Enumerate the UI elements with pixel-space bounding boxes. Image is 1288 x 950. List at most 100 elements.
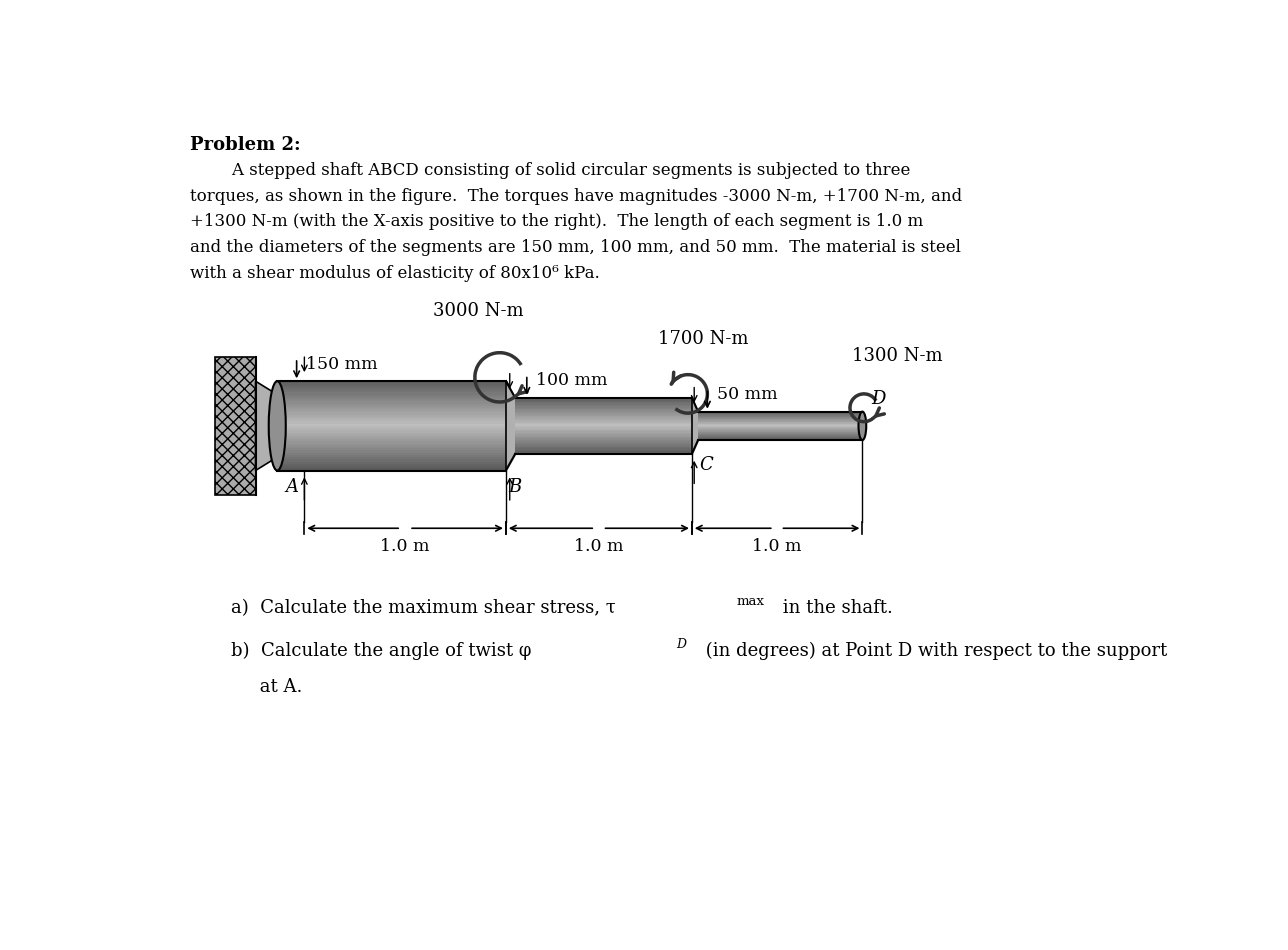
Bar <box>277 439 506 442</box>
Bar <box>515 436 692 437</box>
Bar <box>515 431 692 433</box>
Text: +1300 N-m (with the X-axis positive to the right).  The length of each segment i: +1300 N-m (with the X-axis positive to t… <box>191 214 923 230</box>
Bar <box>515 433 692 434</box>
Bar <box>515 426 692 428</box>
Ellipse shape <box>859 411 867 440</box>
Bar <box>515 437 692 439</box>
Bar <box>277 422 506 424</box>
Text: with a shear modulus of elasticity of 80x10⁶ kPa.: with a shear modulus of elasticity of 80… <box>191 265 600 282</box>
Bar <box>277 464 506 466</box>
Bar <box>277 392 506 394</box>
Bar <box>277 394 506 397</box>
Bar <box>277 437 506 439</box>
Bar <box>277 412 506 415</box>
Bar <box>277 390 506 392</box>
Bar <box>515 404 692 405</box>
Bar <box>515 443 692 444</box>
Ellipse shape <box>269 381 286 470</box>
Text: 150 mm: 150 mm <box>307 355 377 372</box>
Bar <box>277 444 506 446</box>
Bar <box>277 448 506 450</box>
Bar <box>515 407 692 408</box>
Bar <box>515 434 692 436</box>
Text: D: D <box>676 637 687 651</box>
Text: max: max <box>735 596 764 608</box>
Bar <box>515 410 692 411</box>
Bar <box>515 405 692 407</box>
Bar <box>515 439 692 440</box>
Text: b)  Calculate the angle of twist φ: b) Calculate the angle of twist φ <box>231 641 531 659</box>
Bar <box>515 401 692 402</box>
Bar <box>277 442 506 444</box>
Bar <box>515 430 692 431</box>
Bar <box>515 449 692 451</box>
Bar <box>515 423 692 425</box>
Bar <box>277 460 506 462</box>
Text: 1300 N-m: 1300 N-m <box>851 347 943 365</box>
Bar <box>277 428 506 430</box>
Bar <box>515 425 692 426</box>
Text: 50 mm: 50 mm <box>716 386 777 403</box>
Bar <box>515 417 692 419</box>
Bar <box>277 388 506 390</box>
Text: B: B <box>509 478 522 496</box>
Bar <box>515 408 692 409</box>
Text: at A.: at A. <box>231 678 303 696</box>
Bar <box>515 448 692 449</box>
Bar <box>515 452 692 454</box>
Text: 1.0 m: 1.0 m <box>380 539 430 555</box>
Bar <box>277 419 506 422</box>
Bar <box>277 397 506 399</box>
Text: A stepped shaft ABCD consisting of solid circular segments is subjected to three: A stepped shaft ABCD consisting of solid… <box>191 162 911 179</box>
Bar <box>515 419 692 420</box>
Text: 1.0 m: 1.0 m <box>574 539 623 555</box>
Bar <box>515 414 692 416</box>
Text: 3000 N-m: 3000 N-m <box>434 302 524 320</box>
Bar <box>277 466 506 468</box>
Bar <box>515 416 692 417</box>
Bar <box>515 442 692 443</box>
Text: 1700 N-m: 1700 N-m <box>658 330 748 348</box>
Bar <box>515 444 692 446</box>
Text: (in degrees) at Point D with respect to the support: (in degrees) at Point D with respect to … <box>699 641 1167 659</box>
Bar <box>277 408 506 410</box>
Bar <box>277 452 506 455</box>
Bar <box>515 413 692 414</box>
Text: torques, as shown in the figure.  The torques have magnitudes -3000 N-m, +1700 N: torques, as shown in the figure. The tor… <box>191 187 962 204</box>
Bar <box>515 422 692 423</box>
Text: A: A <box>285 478 299 496</box>
Bar <box>277 401 506 404</box>
Bar <box>277 432 506 435</box>
Text: in the shaft.: in the shaft. <box>777 599 893 618</box>
Text: D: D <box>872 390 886 408</box>
Bar <box>277 410 506 412</box>
Bar <box>277 404 506 406</box>
Bar <box>515 402 692 404</box>
Bar <box>515 440 692 442</box>
Bar <box>277 381 506 384</box>
Bar <box>277 399 506 401</box>
Bar <box>515 411 692 413</box>
Bar <box>277 435 506 437</box>
Bar <box>277 446 506 448</box>
Bar <box>277 426 506 428</box>
Bar <box>277 450 506 452</box>
Text: C: C <box>699 456 714 474</box>
Bar <box>277 424 506 426</box>
Bar <box>277 457 506 460</box>
Bar <box>515 446 692 448</box>
Bar <box>515 398 692 399</box>
Bar <box>277 462 506 464</box>
Bar <box>277 406 506 408</box>
Bar <box>515 451 692 452</box>
Bar <box>277 455 506 457</box>
Bar <box>277 430 506 432</box>
Bar <box>515 409 692 410</box>
Text: a)  Calculate the maximum shear stress, τ: a) Calculate the maximum shear stress, τ <box>231 599 616 618</box>
Text: 1.0 m: 1.0 m <box>752 539 802 555</box>
Text: 100 mm: 100 mm <box>536 372 608 390</box>
Bar <box>515 420 692 422</box>
Text: Problem 2:: Problem 2: <box>191 136 301 154</box>
Text: and the diameters of the segments are 150 mm, 100 mm, and 50 mm.  The material i: and the diameters of the segments are 15… <box>191 239 961 256</box>
Bar <box>215 356 255 495</box>
